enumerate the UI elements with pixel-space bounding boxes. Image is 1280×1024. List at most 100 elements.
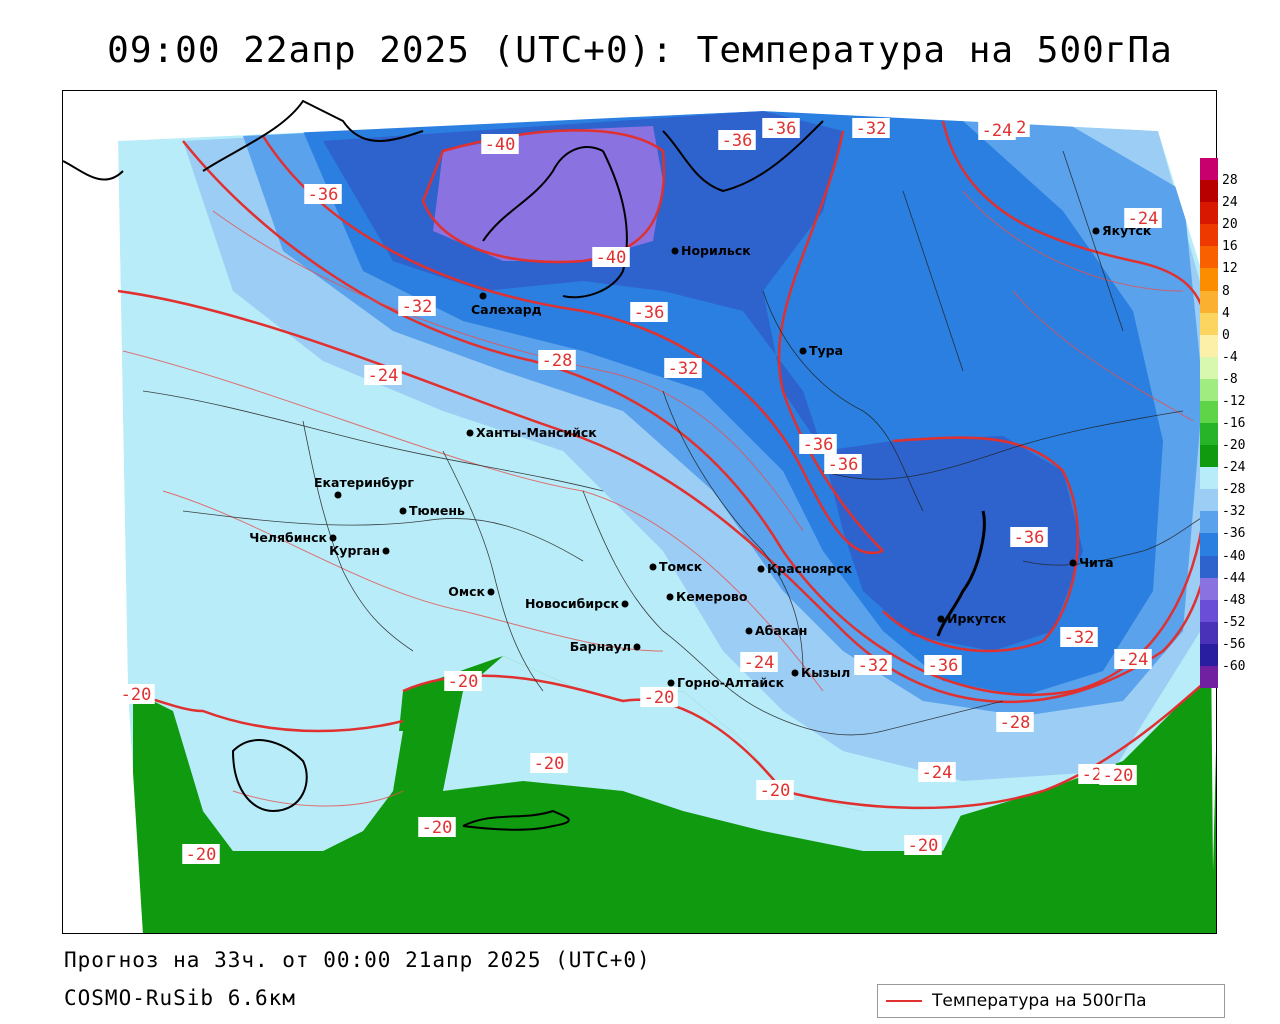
contour-label-bg — [1060, 627, 1098, 647]
colorbar-tick-label: -8 — [1222, 371, 1238, 387]
region-minus40-36-baikal — [823, 436, 1083, 651]
contour-label-bg — [918, 762, 956, 782]
colorbar-tick-label: -60 — [1222, 658, 1246, 674]
contour-lines — [117, 120, 1216, 810]
contour-label: -32 — [856, 119, 887, 139]
city-label: Горно-Алтайск — [677, 675, 785, 690]
city-marker — [329, 534, 337, 542]
coastlines — [63, 99, 986, 831]
city-label: Якутск — [1102, 223, 1152, 238]
colorbar-segment — [1200, 621, 1218, 645]
colorbar-tick-label: -52 — [1222, 614, 1246, 630]
outside-domain-nw — [63, 91, 763, 141]
city-marker — [799, 347, 807, 355]
contour-label: -24 — [744, 653, 775, 673]
city-label: Салехард — [471, 302, 542, 317]
city-marker — [621, 600, 629, 608]
contour-label: -36 — [928, 656, 959, 676]
city-label: Норильск — [681, 243, 751, 258]
contour-label: -24 — [1118, 650, 1149, 670]
colorbar-tick-label: 12 — [1222, 261, 1238, 277]
contour-label-bg — [418, 817, 456, 837]
colorbar-segment — [1200, 599, 1218, 623]
city-label: Чита — [1079, 555, 1114, 570]
contour-label: -20 — [121, 685, 152, 705]
city-label: Тюмень — [409, 503, 465, 518]
colorbar — [1200, 158, 1218, 689]
colorbar-segment — [1200, 577, 1218, 601]
contour-label-bg — [1099, 765, 1137, 785]
city-marker — [667, 679, 675, 687]
contour-label-bg — [664, 358, 702, 378]
contour-label: -24 — [982, 121, 1013, 141]
city-marker — [666, 593, 674, 601]
city-marker — [791, 669, 799, 677]
colorbar-tick-label: -20 — [1222, 438, 1246, 454]
colorbar-segment — [1200, 643, 1218, 667]
colorbar-tick-label: -36 — [1222, 526, 1246, 542]
contour-label: -20 — [448, 672, 479, 692]
city-marker — [937, 615, 945, 623]
colorbar-tick-label: 20 — [1222, 217, 1238, 233]
colorbar-tick-label: 16 — [1222, 239, 1238, 255]
colorbar-segment — [1200, 312, 1218, 336]
contour-label: -36 — [634, 303, 665, 323]
colorbar-tick-label: -56 — [1222, 636, 1246, 652]
region-minus44-40 — [433, 126, 663, 261]
map-title: 09:00 22апр 2025 (UTC+0): Температура на… — [107, 30, 1173, 71]
contour-label: -20 — [1103, 766, 1134, 786]
region-minus24-20-mid — [443, 656, 963, 851]
city-marker — [487, 588, 495, 596]
colorbar-segment — [1200, 467, 1218, 490]
contour-label: -20 — [644, 688, 675, 708]
contour-label: -20 — [908, 836, 939, 856]
contour-label: -20 — [186, 845, 217, 865]
contour-label: -28 — [1000, 713, 1031, 733]
city-marker — [671, 247, 679, 255]
contour-label: -24 — [1128, 209, 1159, 229]
colorbar-tick-label: -40 — [1222, 548, 1246, 564]
colorbar-tick-label: 8 — [1222, 283, 1230, 299]
city-marker — [466, 429, 474, 437]
contour-label: -20 — [534, 754, 565, 774]
contour-label: -36 — [828, 455, 859, 475]
contour-label-bg — [530, 753, 568, 773]
colorbar-segment — [1200, 555, 1218, 579]
city-marker — [382, 547, 390, 555]
contour-label-bg — [924, 655, 962, 675]
contour-label-bg — [1114, 649, 1152, 669]
contour-label: -36 — [722, 131, 753, 151]
contour-label: -40 — [485, 135, 516, 155]
admin-borders — [142, 150, 1214, 736]
city-marker — [633, 643, 641, 651]
colorbar-segment — [1200, 445, 1218, 468]
colorbar-tick-label: 4 — [1222, 305, 1230, 321]
contour-label: -20 — [760, 781, 791, 801]
city-label: Кызыл — [801, 665, 850, 680]
contour-label: -32 — [402, 297, 433, 317]
region-minus24-20-sw — [203, 711, 403, 851]
colorbar-segment — [1200, 356, 1218, 380]
city-label: Ханты-Мансийск — [476, 425, 597, 440]
contour-label-bg — [398, 296, 436, 316]
contour-label: -24 — [368, 366, 399, 386]
contour-label-bg — [592, 247, 630, 267]
colorbar-segment — [1200, 268, 1218, 291]
contour-label-bg — [762, 118, 800, 138]
contour-label-bg — [1010, 527, 1048, 547]
contour-label-bg — [538, 350, 576, 370]
contour-label-bg — [1124, 208, 1162, 228]
city-label: Красноярск — [767, 561, 853, 576]
city-marker — [745, 627, 753, 635]
city-label: Омск — [448, 584, 485, 599]
colorbar-tick-label: -48 — [1222, 592, 1246, 608]
contour-labels: -40-36-36-32-32-36-24-24-24-40-32-36-28-… — [117, 117, 1162, 865]
contour-label-bg — [854, 655, 892, 675]
colorbar-segment — [1200, 290, 1218, 314]
city-label: Абакан — [755, 623, 807, 638]
colorbar-segment — [1200, 489, 1218, 512]
contour-label-bg — [978, 120, 1016, 140]
contour-label: -36 — [766, 119, 797, 139]
city-marker — [479, 292, 487, 300]
model-caption: COSMO-RuSib 6.6км — [64, 986, 296, 1010]
